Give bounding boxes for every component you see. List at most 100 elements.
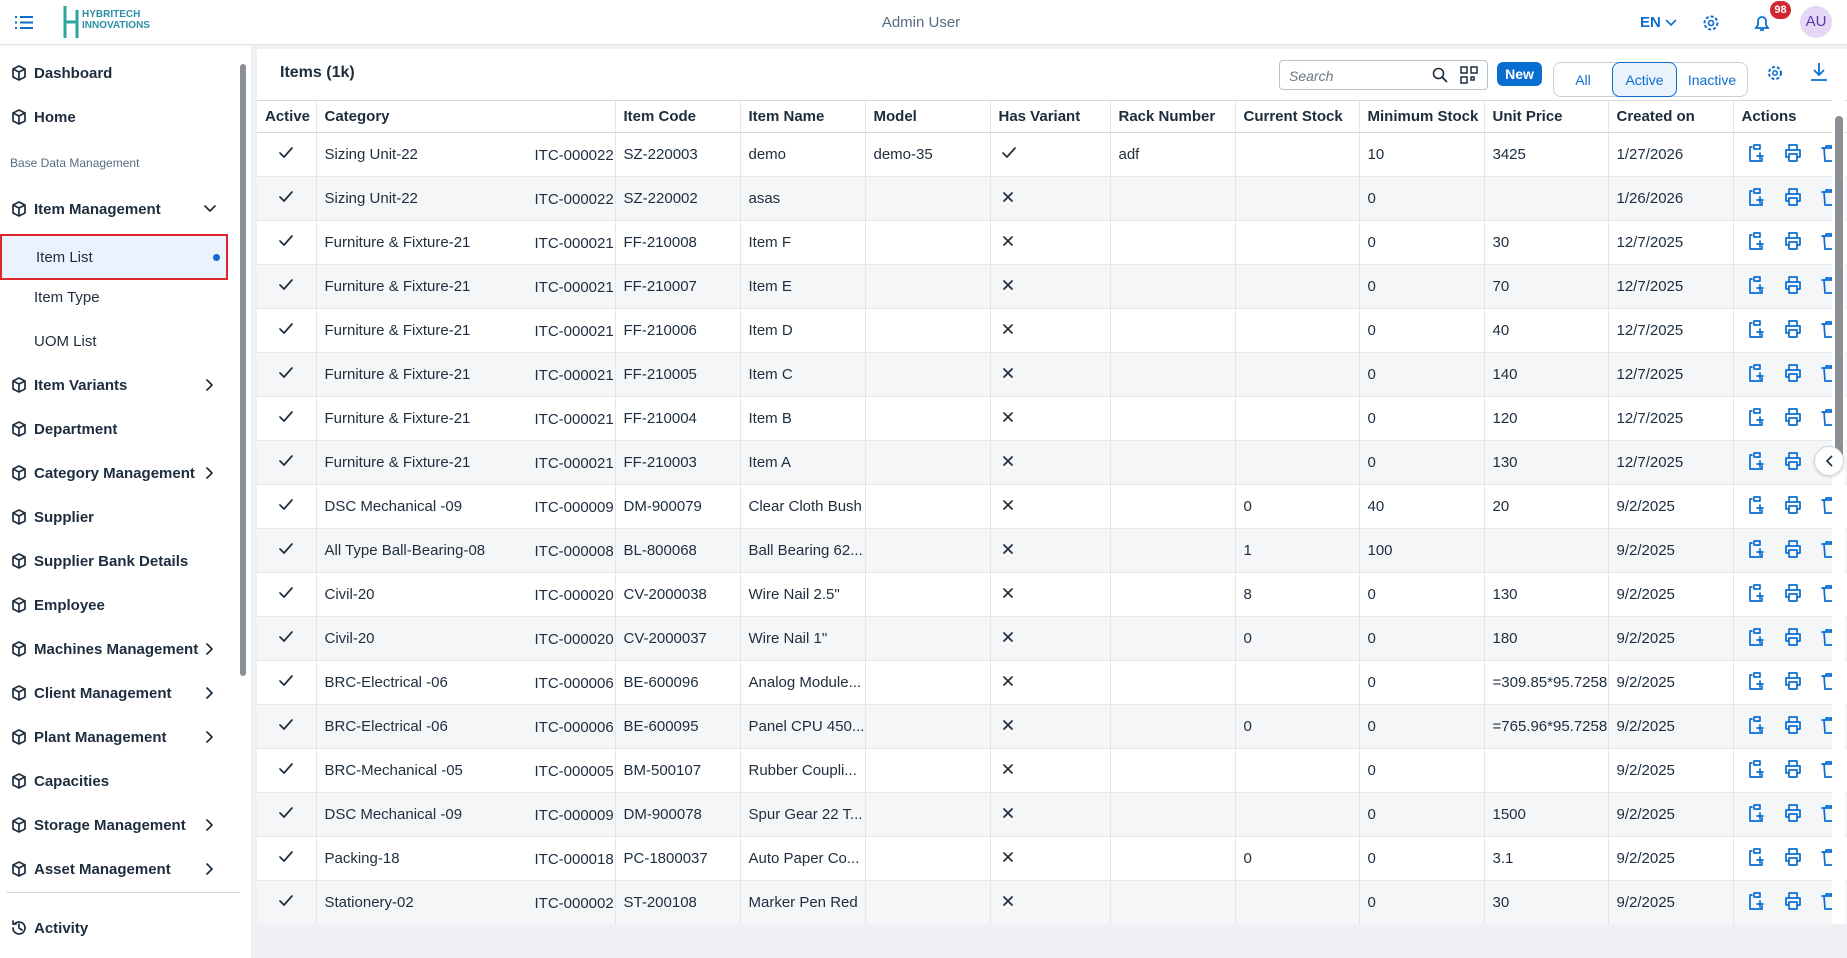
copy-button[interactable] — [1748, 187, 1766, 206]
copy-button[interactable] — [1748, 319, 1766, 338]
new-button[interactable]: New — [1497, 62, 1542, 86]
qr-icon[interactable] — [1460, 66, 1478, 84]
nav-item[interactable]: Item Management — [0, 187, 236, 231]
column-header[interactable]: Actions — [1733, 100, 1847, 133]
copy-button[interactable] — [1748, 715, 1766, 734]
print-button[interactable] — [1784, 715, 1802, 734]
print-button[interactable] — [1784, 451, 1802, 470]
table-row[interactable]: BRC-Electrical -06 ITC-000006 BE-600096 Ana… — [257, 660, 1847, 705]
nav-item[interactable]: Capacities — [0, 759, 236, 803]
print-button[interactable] — [1784, 143, 1802, 162]
table-row[interactable]: Furniture & Fixture-21 ITC-000021 FF-21000… — [257, 220, 1847, 265]
table-settings-button[interactable] — [1766, 64, 1784, 82]
print-button[interactable] — [1784, 495, 1802, 514]
print-button[interactable] — [1784, 363, 1802, 382]
copy-button[interactable] — [1748, 671, 1766, 690]
filter-button[interactable]: Inactive — [1687, 71, 1737, 88]
table-row[interactable]: Civil-20 ITC-000020 CV-2000037 Wire Nail 1"… — [257, 616, 1847, 661]
print-button[interactable] — [1784, 891, 1802, 910]
menu-button[interactable] — [15, 15, 33, 30]
print-button[interactable] — [1784, 319, 1802, 338]
print-button[interactable] — [1784, 231, 1802, 250]
copy-button[interactable] — [1748, 759, 1766, 778]
table-row[interactable]: Furniture & Fixture-21 ITC-000021 FF-21000… — [257, 352, 1847, 397]
language-selector[interactable]: EN — [1640, 14, 1677, 31]
print-button[interactable] — [1784, 275, 1802, 294]
print-button[interactable] — [1784, 539, 1802, 558]
print-button[interactable] — [1784, 407, 1802, 426]
copy-button[interactable] — [1748, 407, 1766, 426]
copy-button[interactable] — [1748, 231, 1766, 250]
chevron[interactable] — [204, 863, 216, 875]
print-button[interactable] — [1784, 847, 1802, 866]
nav-item[interactable]: Item Variants — [0, 363, 236, 407]
copy-button[interactable] — [1748, 583, 1766, 602]
chevron[interactable] — [204, 643, 216, 655]
copy-button[interactable] — [1748, 891, 1766, 910]
table-row[interactable]: Furniture & Fixture-21 ITC-000021 FF-21000… — [257, 440, 1847, 485]
filter-button[interactable]: Active — [1612, 62, 1677, 97]
column-header[interactable]: Item Name — [740, 100, 866, 133]
table-row[interactable]: DSC Mechanical -09 ITC-000009 DM-900078 Spu… — [257, 792, 1847, 837]
column-header[interactable]: Has Variant — [990, 100, 1111, 133]
download-button[interactable] — [1810, 62, 1828, 82]
copy-button[interactable] — [1748, 363, 1766, 382]
table-row[interactable]: Stationery-02 ITC-000002 ST-200108 Marker P… — [257, 880, 1847, 924]
table-row[interactable]: Civil-20 ITC-000020 CV-2000038 Wire Nail 2.… — [257, 572, 1847, 617]
table-row[interactable]: Furniture & Fixture-21 ITC-000021 FF-21000… — [257, 264, 1847, 309]
copy-button[interactable] — [1748, 275, 1766, 294]
chevron[interactable] — [204, 819, 216, 831]
avatar[interactable]: AU — [1800, 6, 1832, 38]
column-header[interactable]: Created on — [1608, 100, 1734, 133]
column-header[interactable]: Current Stock — [1235, 100, 1360, 133]
search-box[interactable]: Search — [1279, 60, 1488, 90]
column-header[interactable]: Model — [865, 100, 991, 133]
table-row[interactable]: Sizing Unit-22 ITC-000022 SZ-220002 asas 0 1/… — [257, 176, 1847, 221]
nav-item[interactable]: Home — [0, 95, 236, 139]
column-header[interactable]: Unit Price — [1484, 100, 1609, 133]
nav-item[interactable]: Storage Management — [0, 803, 236, 847]
copy-button[interactable] — [1748, 143, 1766, 162]
table-row[interactable]: Furniture & Fixture-21 ITC-000021 FF-21000… — [257, 396, 1847, 441]
chevron[interactable] — [204, 731, 216, 743]
copy-button[interactable] — [1748, 539, 1766, 558]
table-row[interactable]: BRC-Mechanical -05 ITC-000005 BM-500107 Rub… — [257, 748, 1847, 793]
table-row[interactable]: Sizing Unit-22 ITC-000022 SZ-220003 demo dem… — [257, 132, 1847, 177]
notification-button[interactable] — [1752, 13, 1772, 33]
copy-button[interactable] — [1748, 495, 1766, 514]
table-row[interactable]: Furniture & Fixture-21 ITC-000021 FF-21000… — [257, 308, 1847, 353]
table-row[interactable]: Packing-18 ITC-000018 PC-1800037 Auto Paper… — [257, 836, 1847, 881]
column-header[interactable]: Item Code — [615, 100, 741, 133]
nav-item[interactable]: Item Type — [0, 275, 236, 319]
search-icon[interactable] — [1432, 67, 1448, 83]
chevron[interactable] — [204, 687, 216, 699]
print-button[interactable] — [1784, 583, 1802, 602]
column-header[interactable]: Active — [257, 100, 317, 133]
collapse-button[interactable] — [1814, 446, 1844, 476]
nav-item[interactable]: Item List — [0, 234, 228, 280]
nav-item[interactable]: Client Management — [0, 671, 236, 715]
print-button[interactable] — [1784, 671, 1802, 690]
settings-button[interactable] — [1701, 13, 1721, 33]
nav-item[interactable]: Asset Management — [0, 847, 236, 891]
nav-item[interactable]: Activity — [0, 906, 236, 950]
nav-item[interactable]: Category Management — [0, 451, 236, 495]
print-button[interactable] — [1784, 803, 1802, 822]
copy-button[interactable] — [1748, 451, 1766, 470]
chevron[interactable] — [204, 467, 216, 479]
column-header[interactable]: Category — [316, 100, 616, 133]
chevron[interactable] — [204, 203, 216, 215]
print-button[interactable] — [1784, 627, 1802, 646]
copy-button[interactable] — [1748, 847, 1766, 866]
nav-item[interactable]: UOM List — [0, 319, 236, 363]
nav-item[interactable]: Supplier — [0, 495, 236, 539]
copy-button[interactable] — [1748, 803, 1766, 822]
column-header[interactable]: Minimum Stock — [1359, 100, 1485, 133]
nav-item[interactable]: Plant Management — [0, 715, 236, 759]
table-row[interactable]: DSC Mechanical -09 ITC-000009 DM-900079 Cle… — [257, 484, 1847, 529]
copy-button[interactable] — [1748, 627, 1766, 646]
print-button[interactable] — [1784, 187, 1802, 206]
nav-item[interactable]: Machines Management — [0, 627, 236, 671]
chevron[interactable] — [204, 379, 216, 391]
nav-item[interactable]: Supplier Bank Details — [0, 539, 236, 583]
